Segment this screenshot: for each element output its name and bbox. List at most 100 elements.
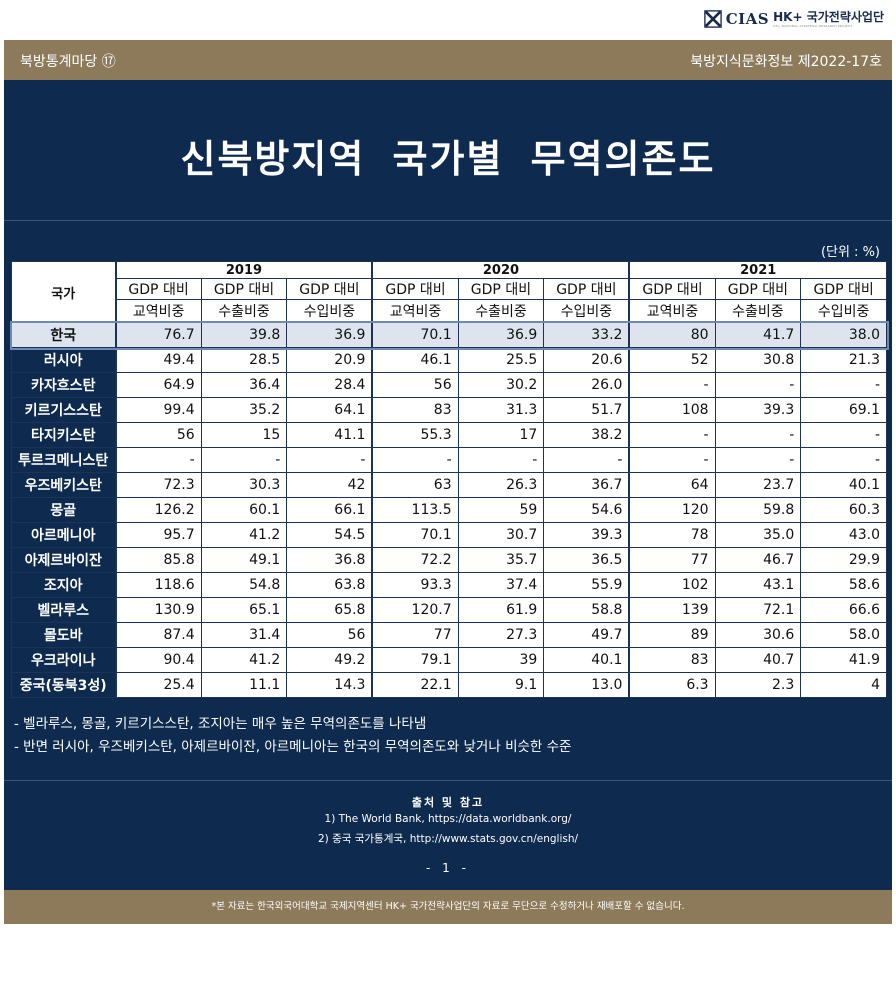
country-name-cell: 타지키스탄: [11, 422, 116, 448]
value-cell: 61.9: [457, 597, 545, 623]
value-cell: 2.3: [714, 672, 802, 698]
table-row: 우즈베키스탄 72.3 30.3 42 63 26.3 36.7 64 23.7 40.1: [11, 472, 887, 498]
table-row: 타지키스탄 56 15 41.1 55.3 17 38.2- - -: [11, 422, 887, 448]
value-cell: 39.3: [714, 397, 802, 423]
value-cell: 63: [371, 472, 459, 498]
metric-subheader: 교역비중: [628, 299, 716, 323]
value-cell: 80: [628, 322, 716, 348]
value-cell: 60.3: [800, 497, 887, 523]
content-panel: (단위 : %) 국가 2019 2020 2021 GDP 대비 GDP 대비…: [4, 221, 892, 780]
value-cell: 54.6: [543, 497, 630, 523]
value-cell: 69.1: [800, 397, 887, 423]
table-row: 아르메니아 95.7 41.2 54.5 70.1 30.7 39.3 78 35.0 43.0: [11, 522, 887, 548]
value-cell: 52: [628, 347, 716, 373]
value-cell: 49.1: [200, 547, 288, 573]
value-cell: 95.7: [114, 522, 202, 548]
value-cell: -: [286, 447, 373, 473]
value-cell: 79.1: [371, 647, 459, 673]
value-cell: 78: [628, 522, 716, 548]
metric-subheader: 수입비중: [286, 299, 373, 323]
country-name-cell: 중국(동북3성): [11, 672, 116, 698]
value-cell: -: [800, 372, 887, 398]
table-body: 한국 76.7 39.8 36.9 70.1 36.9 33.2 80 41.7 38.0 러시아 4…: [9, 320, 889, 698]
table-row: 한국 76.7 39.8 36.9 70.1 36.9 33.2 80 41.7 38.0: [9, 320, 889, 350]
country-name-cell: 우크라이나: [11, 647, 116, 673]
value-cell: -: [543, 447, 630, 473]
country-name-cell: 아제르바이잔: [11, 547, 116, 573]
sources-heading: 출처 및 참고: [411, 796, 485, 809]
value-cell: 42: [286, 472, 373, 498]
value-cell: 108: [628, 397, 716, 423]
value-cell: 13.0: [543, 672, 630, 698]
table-row: 중국(동북3성) 25.4 11.1 14.3 22.1 9.1 13.0 6.3 2.3 4: [11, 672, 887, 698]
value-cell: 31.3: [457, 397, 545, 423]
table-row: 몽골 126.2 60.1 66.1 113.5 59 54.6 120 59.8 60.3: [11, 497, 887, 523]
value-cell: 26.3: [457, 472, 545, 498]
table-row: 러시아 49.4 28.5 20.9 46.1 25.5 20.6 52 30.8 21.3: [11, 347, 887, 373]
value-cell: 37.4: [457, 572, 545, 598]
country-name-cell: 몽골: [11, 497, 116, 523]
country-name-cell: 한국: [11, 322, 116, 348]
country-name-cell: 아르메니아: [11, 522, 116, 548]
cias-logo: CIAS HK+ 국가전략사업단 HK+ NATIONAL STRATEGIC …: [703, 10, 884, 28]
value-cell: 70.1: [371, 522, 459, 548]
value-cell: -: [457, 447, 545, 473]
value-cell: 41.2: [200, 522, 288, 548]
value-cell: 139: [628, 597, 716, 623]
value-cell: 59: [457, 497, 545, 523]
page-number: - 1 -: [426, 861, 470, 875]
value-cell: 64.1: [286, 397, 373, 423]
value-cell: 56: [286, 622, 373, 648]
table-row: 키르기스스탄 99.4 35.2 64.1 83 31.3 51.7 108 39.3 69.1: [11, 397, 887, 423]
value-cell: -: [628, 422, 716, 448]
value-cell: 26.0: [543, 372, 630, 398]
country-name-cell: 카자흐스탄: [11, 372, 116, 398]
value-cell: 99.4: [114, 397, 202, 423]
unit-label: (단위 : %): [820, 245, 880, 260]
value-cell: -: [114, 447, 202, 473]
value-cell: 28.5: [200, 347, 288, 373]
metric-header: GDP 대비: [200, 278, 288, 300]
value-cell: 77: [628, 547, 716, 573]
value-cell: 40.1: [800, 472, 887, 498]
value-cell: 51.7: [543, 397, 630, 423]
value-cell: 120: [628, 497, 716, 523]
sources-section: 출처 및 참고 1) The World Bank, https://data.…: [4, 780, 892, 891]
table-row: 우크라이나 90.4 41.2 49.2 79.1 39 40.1 83 40.7 41.9: [11, 647, 887, 673]
note-line: - 벨라루스, 몽골, 키르기스스탄, 조지아는 매우 높은 무역의존도를 나타…: [14, 716, 427, 732]
value-cell: 120.7: [371, 597, 459, 623]
logo-sub-label: HK+ NATIONAL STRATEGIC RESEARCH PROJECT: [773, 23, 853, 28]
value-cell: 89: [628, 622, 716, 648]
value-cell: -: [714, 447, 802, 473]
metric-subheader: 수출비중: [714, 299, 802, 323]
value-cell: 22.1: [371, 672, 459, 698]
value-cell: 43.1: [714, 572, 802, 598]
value-cell: 60.1: [200, 497, 288, 523]
metric-header: GDP 대비: [371, 278, 459, 300]
value-cell: 49.2: [286, 647, 373, 673]
note-line: - 반면 러시아, 우즈베키스탄, 아제르바이잔, 아르메니아는 한국의 무역의…: [14, 739, 572, 755]
value-cell: 63.8: [286, 572, 373, 598]
metric-subheader: 교역비중: [114, 299, 202, 323]
country-name-cell: 벨라루스: [11, 597, 116, 623]
metric-subheader: 수출비중: [457, 299, 545, 323]
value-cell: 21.3: [800, 347, 887, 373]
value-cell: 28.4: [286, 372, 373, 398]
value-cell: 30.8: [714, 347, 802, 373]
value-cell: 4: [800, 672, 887, 698]
value-cell: 83: [371, 397, 459, 423]
metric-header: GDP 대비: [714, 278, 802, 300]
value-cell: 65.8: [286, 597, 373, 623]
value-cell: 85.8: [114, 547, 202, 573]
value-cell: 23.7: [714, 472, 802, 498]
country-name-cell: 러시아: [11, 347, 116, 373]
value-cell: 17: [457, 422, 545, 448]
value-cell: 38.2: [543, 422, 630, 448]
value-cell: 130.9: [114, 597, 202, 623]
value-cell: 58.6: [800, 572, 887, 598]
value-cell: -: [200, 447, 288, 473]
value-cell: 66.6: [800, 597, 887, 623]
value-cell: 41.9: [800, 647, 887, 673]
value-cell: 41.2: [200, 647, 288, 673]
table-row: 조지아 118.6 54.8 63.8 93.3 37.4 55.9 102 43.1 58.6: [11, 572, 887, 598]
